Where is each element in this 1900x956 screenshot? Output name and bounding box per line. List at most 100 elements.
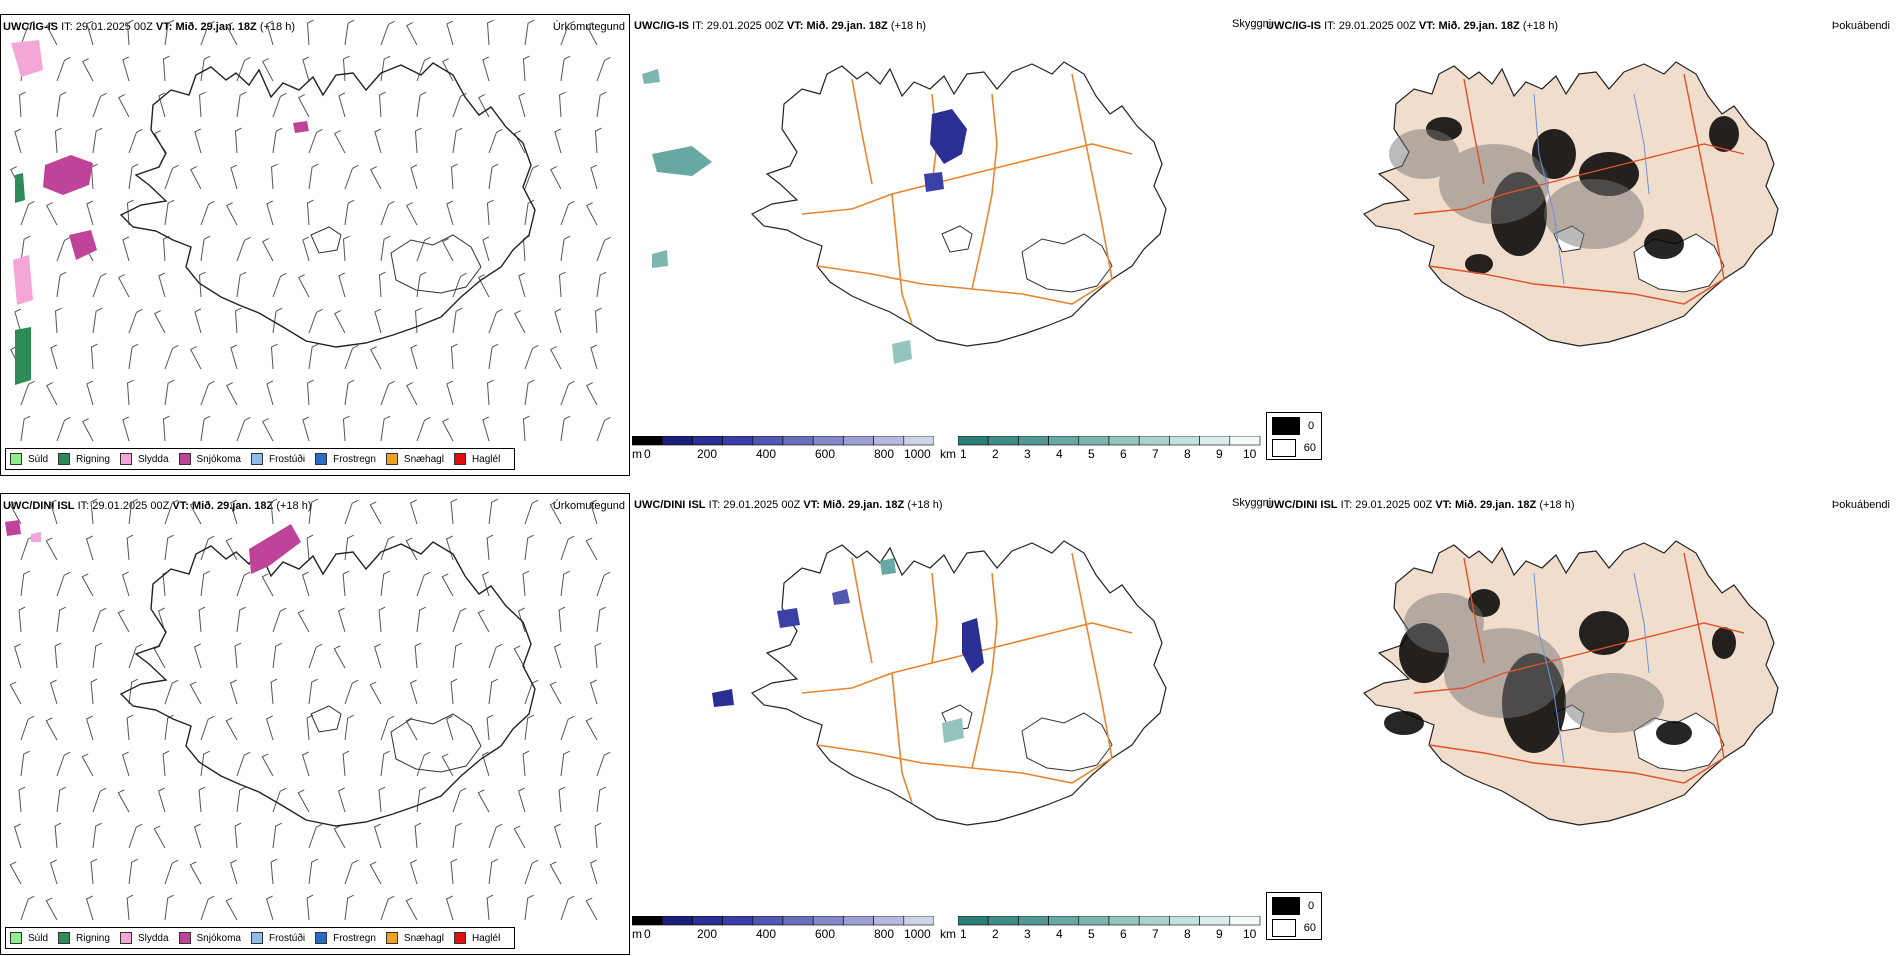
- colorbar-swatch: [1078, 436, 1110, 446]
- wind-barb: [596, 606, 606, 633]
- wind-barb: [236, 236, 251, 262]
- wind-barb: [128, 678, 138, 705]
- panel-header: UWC/IG-IS IT: 29.01.2025 00Z VT: Mið. 29…: [3, 21, 295, 33]
- wind-barb: [306, 199, 314, 226]
- wind-barb: [236, 606, 246, 633]
- wind-barb: [452, 272, 467, 298]
- wind-barb: [596, 786, 606, 813]
- wind-barb: [20, 715, 35, 741]
- legend-swatch: [10, 932, 22, 944]
- wind-barb: [86, 380, 94, 406]
- wind-barb: [92, 822, 102, 849]
- wind-barb: [90, 498, 98, 525]
- wind-barb: [380, 20, 395, 46]
- wind-barb: [342, 235, 350, 262]
- wind-barb: [261, 573, 274, 597]
- wind-barb: [589, 499, 598, 525]
- wind-barb: [158, 272, 166, 298]
- visibility-panel-bottom: UWC/DINI ISL IT: 29.01.2025 00Z VT: Mið.…: [632, 493, 1262, 955]
- wind-barb: [416, 416, 431, 442]
- wind-barb: [380, 535, 395, 561]
- wind-barb: [157, 607, 166, 633]
- wind-barb: [126, 199, 134, 226]
- wind-barb: [442, 418, 454, 442]
- wind-barb: [306, 534, 314, 561]
- wind-barb: [524, 534, 534, 561]
- wind-barb: [265, 895, 274, 921]
- wind-barb: [14, 308, 22, 334]
- wind-barb: [126, 534, 134, 561]
- colorbar-swatch: [1108, 916, 1140, 926]
- colorbar-swatch: [1048, 436, 1080, 446]
- shade-legend-item: 60: [1272, 439, 1316, 457]
- wind-barb: [92, 787, 107, 813]
- wind-barb: [558, 271, 566, 298]
- wind-barb: [518, 272, 526, 298]
- wind-barb: [560, 20, 575, 46]
- wind-barb: [18, 91, 26, 118]
- wind-barb: [153, 645, 166, 669]
- legend-item-rigning: Rigning: [58, 932, 110, 944]
- wind-barb: [128, 128, 143, 154]
- legend-swatch: [119, 453, 132, 465]
- wind-barb: [272, 272, 287, 298]
- wind-barb: [596, 571, 611, 597]
- wind-barb: [586, 382, 598, 406]
- wind-barb: [410, 344, 418, 370]
- colorbar-swatch: [661, 916, 693, 926]
- wind-barb: [414, 127, 422, 154]
- wind-barb: [85, 715, 94, 741]
- wind-barb: [236, 751, 251, 777]
- colorbar-swatch: [1169, 436, 1200, 446]
- wind-barb: [416, 236, 431, 262]
- panel-title: Skyggni: [1232, 18, 1272, 30]
- wind-barb: [416, 571, 431, 597]
- wind-barb: [452, 607, 467, 633]
- wind-barb: [333, 645, 346, 669]
- wind-barb: [446, 200, 454, 226]
- wind-barb: [522, 55, 530, 82]
- panel-header: UWC/DINI ISL IT: 29.01.2025 00Z VT: Mið.…: [1266, 499, 1575, 511]
- ceiling-colorbar-bottom: m 0 200 400 600 800 1000: [632, 916, 934, 941]
- colorbar-swatch: [903, 916, 934, 926]
- legend-item-snaehagl: Snæhagl: [385, 453, 444, 465]
- wind-barb: [262, 418, 274, 442]
- wind-barb: [342, 570, 350, 597]
- wind-barb: [229, 679, 238, 705]
- wind-barb: [301, 571, 310, 597]
- wind-barb: [344, 164, 359, 190]
- wind-barb: [488, 678, 498, 705]
- wind-barb: [301, 751, 310, 777]
- wind-barb: [157, 787, 166, 813]
- wind-barb: [517, 787, 526, 813]
- wind-barb: [414, 307, 422, 334]
- wind-barb: [344, 679, 359, 705]
- ceiling-colorbar-swatches: [632, 916, 934, 926]
- wind-barb: [524, 199, 535, 226]
- wind-barb: [200, 895, 215, 921]
- wind-barb: [409, 499, 418, 525]
- wind-barb: [200, 20, 215, 46]
- panel-title: Þokuábendi: [1831, 499, 1890, 511]
- wind-barb: [81, 753, 94, 777]
- wind-barb: [308, 643, 323, 669]
- wind-barb: [308, 163, 319, 190]
- wind-barb: [596, 56, 611, 82]
- legend-swatch: [315, 453, 328, 465]
- wind-barb: [162, 750, 170, 777]
- wind-barb: [128, 643, 143, 669]
- wind-barb: [118, 94, 130, 118]
- panel-title: Úrkomutegund: [552, 21, 625, 33]
- wind-barb: [380, 750, 390, 777]
- wind-barb: [200, 55, 211, 82]
- wind-barb: [514, 130, 526, 154]
- wind-barb: [236, 571, 251, 597]
- fog-indicator-panel-top: UWC/IG-IS IT: 29.01.2025 00Z VT: Mið. 29…: [1264, 14, 1894, 476]
- wind-barb: [405, 717, 418, 741]
- colorbar-swatch: [692, 916, 723, 926]
- wind-barb: [164, 344, 179, 370]
- wind-barb: [553, 643, 562, 669]
- wind-barb: [270, 163, 278, 190]
- wind-barb: [306, 894, 314, 921]
- wind-barb: [344, 859, 359, 885]
